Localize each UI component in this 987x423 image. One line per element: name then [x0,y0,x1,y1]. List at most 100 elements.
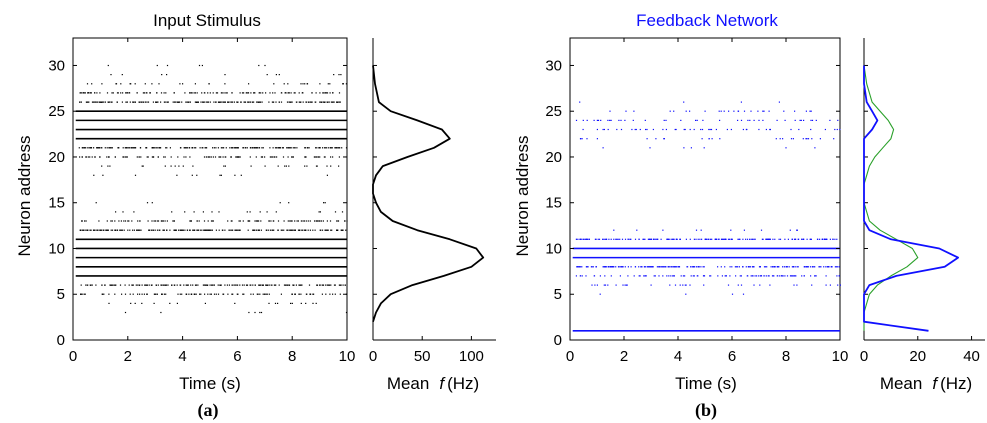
spike-dot [657,238,659,240]
spike-dot [210,293,212,295]
spike-dot [115,284,117,286]
spike-dot [176,101,178,103]
spike-dot [310,101,313,103]
spike-dot [731,266,733,268]
spike-dot [730,238,732,240]
spike-dot [179,293,181,295]
spike-dot [290,302,292,304]
rate_a-rate-curve [372,65,485,322]
spike-dot [778,101,780,103]
rate-a-xlabel-var: f [439,374,446,393]
raster-b-title: Feedback Network [636,11,778,30]
spike-train-address-6 [80,284,346,286]
spike-dot [664,266,666,268]
spike-train-address-30 [107,64,266,67]
spike-dot [139,284,141,286]
spike-dot [704,238,707,240]
spike-dot [703,147,705,149]
spike-dot [255,220,257,222]
spike-dot [758,128,760,131]
spike-dot [821,238,823,240]
spike-dot [326,165,328,167]
spike-dot [602,266,604,268]
spike-dot [824,238,826,240]
spike-dot [274,147,277,149]
spike-dot [132,101,135,103]
spike-dot [161,74,163,76]
spike-dot [796,229,798,231]
spike-dot [580,266,582,268]
spike-dot [806,238,808,240]
spike-dot [207,229,209,231]
spike-dot [586,238,588,240]
spike-dot [151,147,153,149]
spike-dot [692,266,694,268]
spike-dot [136,229,138,231]
spike-dot [220,284,222,286]
spike-dot [198,64,201,67]
spike-dot [265,284,267,286]
spike-dot [793,284,795,286]
spike-dot [169,302,171,304]
spike-dot [726,128,728,131]
spike-dot [815,275,817,277]
x-tick-label: 6 [233,348,241,365]
spike-dot [109,147,111,149]
spike-dot [163,101,165,103]
spike-dot [203,156,206,158]
spike-dot [309,229,311,231]
spike-dot [288,92,290,94]
spike-dot [596,284,598,286]
spike-dot [773,275,775,277]
spike-dot [182,229,184,231]
spike-dot [594,238,596,240]
spike-dot [169,229,171,231]
spike-dot [287,92,289,94]
spike-dot [299,101,301,103]
spike-dot [301,284,303,286]
spike-dot [619,275,621,277]
x-tick-label: 10 [339,348,356,365]
spike-dot [304,83,306,85]
spike-dot [178,229,180,231]
spike-dot [201,64,203,67]
spike-dot [647,266,649,268]
x-tick-label: 0 [69,348,77,365]
spike-dot [776,119,778,121]
spike-dot [287,220,289,222]
spike-dot [767,238,769,240]
spike-dot [796,284,798,286]
spike-train-address-13 [81,220,348,222]
spike-dot [131,220,133,222]
spike-dot [825,238,827,240]
spike-dot [758,275,760,277]
spike-dot [208,83,210,85]
spike-dot [278,74,280,76]
spike-dot [811,119,814,121]
spike-dot [222,156,224,158]
spike-dot [189,101,191,103]
spike-dot [239,284,241,286]
spike-dot [162,229,164,231]
spike-dot [750,275,752,277]
spike-dot [86,101,88,103]
spike-dot [209,229,211,231]
spike-dot [745,266,747,268]
spike-dot [231,284,233,286]
spike-dot [154,293,156,295]
spike-dot [316,284,318,286]
spike-dot [205,156,207,158]
spike-train-address-29 [110,74,342,76]
spike-dot [208,229,210,231]
spike-dot [298,293,300,295]
spike-dot [762,110,764,112]
spike-dot [165,293,167,295]
spike-dot [644,238,646,240]
spike-dot [631,128,633,131]
spike-dot [300,220,302,222]
spike-dot [676,238,678,240]
spike-dot [169,147,171,149]
spike-dot [334,293,336,295]
spike-dot [223,165,225,167]
